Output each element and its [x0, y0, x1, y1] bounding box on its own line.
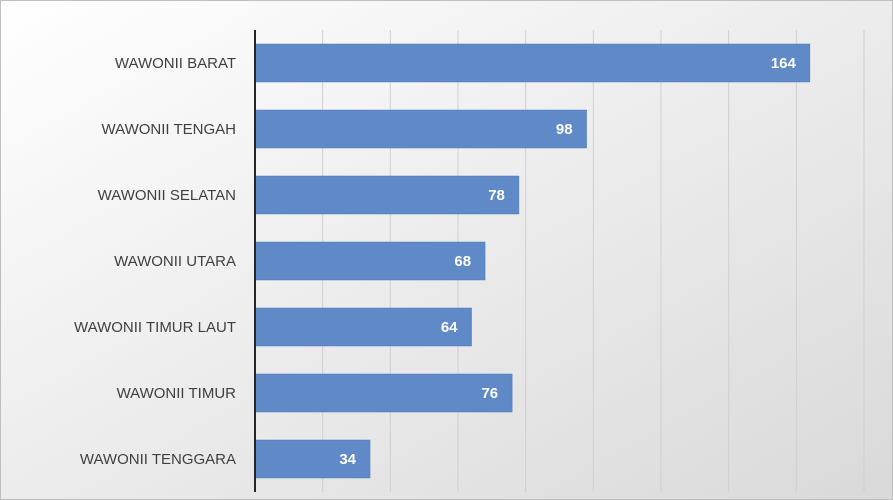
y-tick-label: WAWONII TENGAH [102, 121, 236, 138]
value-label: 164 [771, 55, 797, 72]
bar [254, 109, 587, 149]
value-label: 98 [556, 121, 573, 138]
y-tick-label: WAWONII TIMUR [117, 385, 237, 402]
y-tick-label: WAWONII TIMUR LAUT [74, 319, 236, 336]
y-tick-label: WAWONII UTARA [114, 253, 236, 270]
value-label: 64 [441, 319, 458, 336]
bar [254, 241, 486, 281]
bar [254, 43, 811, 83]
bar [254, 373, 513, 413]
value-label: 76 [481, 385, 498, 402]
bar [254, 307, 472, 347]
y-tick-label: WAWONII BARAT [115, 55, 236, 72]
y-tick-label: WAWONII TENGGARA [80, 451, 236, 468]
y-tick-label: WAWONII SELATAN [98, 187, 236, 204]
value-label: 68 [454, 253, 471, 270]
bar [254, 175, 520, 215]
value-label: 34 [339, 451, 356, 468]
value-label: 78 [488, 187, 505, 204]
